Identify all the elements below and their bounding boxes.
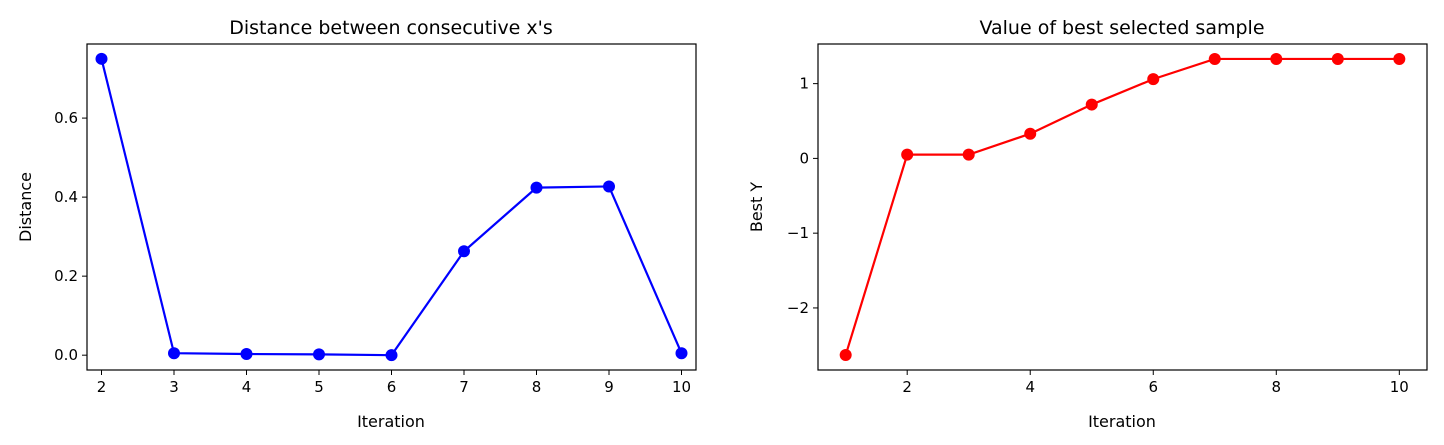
distance-chart-data-point	[168, 347, 180, 360]
distance-chart-ticks: 2 3 4 5 6 7 8 9 10 0.0 0.2 0.4 0.6	[54, 109, 691, 396]
best-sample-chart-marks	[839, 52, 1406, 362]
best-sample-chart-xtick-label: 4	[1025, 378, 1035, 396]
distance-chart-ytick-label: 0.6	[54, 109, 78, 127]
best-sample-chart-series-line	[844, 57, 1400, 356]
best-sample-chart-ytick-label: 1	[799, 75, 809, 93]
distance-chart-xtick-label: 10	[672, 378, 691, 396]
distance-chart-ytick-label: 0.0	[54, 346, 78, 364]
distance-chart-xtick-label: 4	[242, 378, 252, 396]
distance-chart-data-point	[95, 52, 108, 65]
best-sample-chart-data-point	[839, 349, 852, 362]
distance-chart-xtick-label: 6	[387, 378, 397, 396]
best-sample-chart-data-point	[1085, 98, 1098, 111]
best-sample-chart-title: Value of best selected sample	[979, 17, 1264, 39]
best-sample-chart-data-point	[962, 148, 975, 161]
distance-chart-ytick-label: 0.4	[54, 188, 78, 206]
best-sample-chart-data-point	[1208, 52, 1221, 65]
distance-chart-xtick-label: 9	[604, 378, 614, 396]
distance-chart-marks	[95, 52, 688, 362]
best-sample-chart-frame	[817, 43, 1428, 371]
best-sample-chart-data-point	[1270, 52, 1283, 65]
best-sample-chart-data-point	[1024, 127, 1037, 140]
distance-chart-frame	[86, 43, 697, 371]
best-sample-chart: Value of best selected sample Iteration …	[747, 17, 1428, 431]
best-sample-chart-ytick-label: −2	[787, 299, 809, 317]
distance-chart-xtick-label: 2	[97, 378, 107, 396]
distance-chart-title: Distance between consecutive x's	[229, 17, 553, 39]
distance-chart-data-point	[603, 180, 615, 193]
best-sample-chart-ylabel: Best Y	[747, 182, 766, 233]
distance-chart: Distance between consecutive x's Iterati…	[16, 17, 697, 431]
distance-chart-xtick-label: 7	[459, 378, 469, 396]
distance-chart-data-point	[458, 245, 470, 258]
best-sample-chart-ticks: 2 4 6 8 10 −2 −1 0 1	[787, 75, 1409, 396]
distance-chart-data-point	[530, 181, 543, 194]
distance-chart-data-point	[385, 349, 398, 362]
distance-chart-data-point	[240, 347, 253, 360]
distance-chart-data-point	[313, 348, 325, 361]
best-sample-chart-xtick-label: 8	[1272, 378, 1282, 396]
best-sample-chart-data-point	[1393, 52, 1406, 65]
distance-chart-xtick-label: 5	[314, 378, 324, 396]
best-sample-chart-xtick-label: 6	[1148, 378, 1158, 396]
distance-chart-ylabel: Distance	[16, 172, 35, 242]
best-sample-chart-xtick-label: 2	[902, 378, 912, 396]
distance-chart-xlabel: Iteration	[357, 412, 425, 431]
distance-chart-ytick-label: 0.2	[54, 267, 78, 285]
best-sample-chart-ytick-label: −1	[787, 224, 809, 242]
best-sample-chart-data-point	[901, 148, 914, 161]
best-sample-chart-data-point	[1147, 73, 1160, 86]
distance-chart-xtick-label: 3	[169, 378, 179, 396]
distance-chart-data-point	[675, 347, 688, 360]
best-sample-chart-data-point	[1331, 52, 1344, 65]
best-sample-chart-xlabel: Iteration	[1088, 412, 1156, 431]
distance-chart-series-line	[100, 58, 683, 357]
best-sample-chart-ytick-label: 0	[799, 149, 809, 167]
distance-chart-xtick-label: 8	[532, 378, 542, 396]
best-sample-chart-xtick-label: 10	[1390, 378, 1409, 396]
